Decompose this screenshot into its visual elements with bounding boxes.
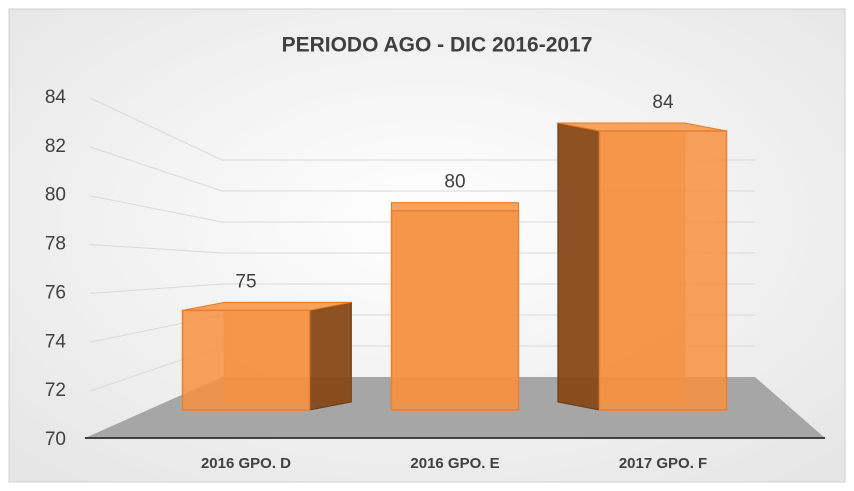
x-tick-label: 2016 GPO. E <box>410 455 499 472</box>
chart-title: PERIODO AGO - DIC 2016-2017 <box>282 34 593 57</box>
y-tick-label: 70 <box>45 429 66 450</box>
y-tick-label: 80 <box>45 185 66 206</box>
y-tick-label: 82 <box>45 136 66 157</box>
bar-top <box>391 202 519 212</box>
data-label: 84 <box>652 92 674 113</box>
y-tick-label: 74 <box>45 331 67 352</box>
y-tick-label: 84 <box>45 87 67 108</box>
y-tick-label: 78 <box>45 234 66 255</box>
data-label: 75 <box>235 271 256 292</box>
y-tick-label: 76 <box>45 282 66 303</box>
bar <box>598 130 728 411</box>
bar-side <box>309 301 352 411</box>
bar <box>181 309 311 411</box>
bar <box>390 209 520 411</box>
data-label: 80 <box>444 172 465 193</box>
x-tick-label: 2017 GPO. F <box>619 455 707 472</box>
x-tick-label: 2016 GPO. D <box>201 455 291 472</box>
bar-side <box>557 122 600 411</box>
y-tick-label: 72 <box>45 380 66 401</box>
